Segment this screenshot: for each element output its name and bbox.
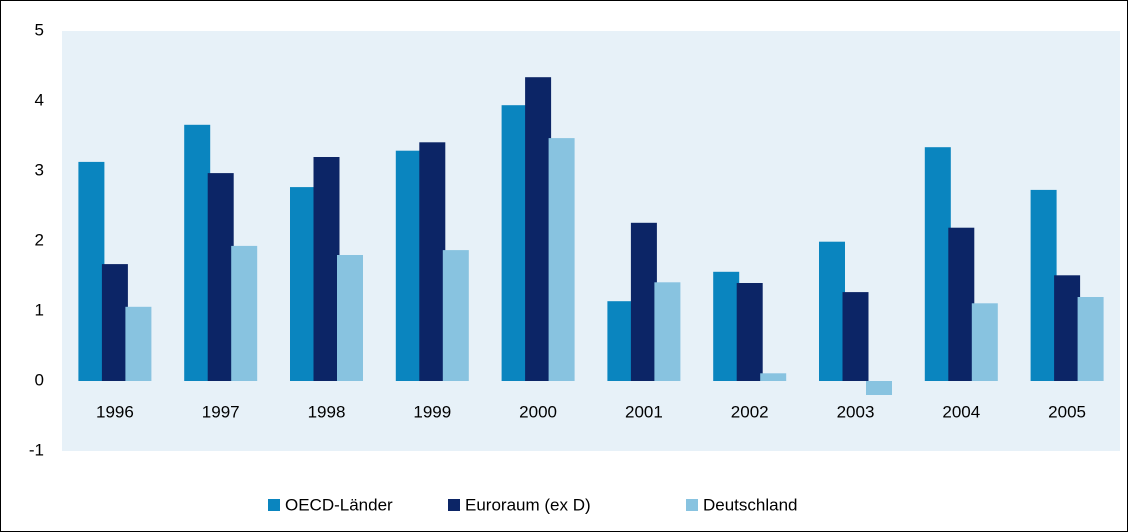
bar (736, 283, 763, 381)
y-tick-label: 4 (35, 90, 44, 109)
y-tick-label: 1 (35, 300, 44, 319)
bar (713, 271, 740, 381)
bar (971, 303, 998, 381)
x-tick-label: 2000 (519, 402, 557, 421)
legend-swatch (448, 499, 460, 511)
legend-label: Deutschland (703, 495, 798, 514)
y-tick-label: 3 (35, 160, 44, 179)
bar (184, 124, 211, 382)
bar (948, 227, 975, 381)
bar (819, 241, 845, 381)
x-tick-label: 1999 (413, 402, 451, 421)
bar (760, 373, 787, 381)
bar (313, 157, 340, 381)
bar (442, 250, 469, 381)
bar (630, 222, 657, 381)
y-tick-label: 0 (35, 370, 44, 389)
bar (290, 187, 316, 381)
bar (548, 138, 575, 381)
bar (1054, 275, 1081, 381)
x-tick-label: 2004 (942, 402, 980, 421)
bar (125, 306, 152, 381)
bar (1030, 189, 1057, 381)
legend-swatch (686, 499, 698, 511)
bar (395, 150, 422, 381)
legend-swatch (268, 499, 280, 511)
x-tick-label: 1996 (96, 402, 134, 421)
bar (501, 105, 528, 381)
x-tick-label: 1998 (308, 402, 346, 421)
bar (866, 381, 892, 395)
bar (419, 142, 446, 381)
y-tick-label: -1 (29, 440, 44, 459)
bar (207, 173, 234, 381)
y-tick-label: 5 (35, 20, 44, 39)
x-tick-label: 2001 (625, 402, 663, 421)
legend-label: Euroraum (ex D) (465, 495, 591, 514)
y-tick-label: 2 (35, 230, 44, 249)
bar (231, 245, 258, 381)
bar (1077, 297, 1104, 381)
bar (525, 77, 552, 381)
bar (654, 282, 681, 381)
x-tick-label: 2002 (731, 402, 769, 421)
bar (337, 255, 363, 381)
legend-label: OECD-Länder (285, 495, 393, 514)
bar (78, 161, 105, 381)
bar (924, 147, 951, 381)
x-tick-label: 2003 (837, 402, 875, 421)
bar (842, 292, 869, 381)
bar (607, 301, 634, 381)
bar (101, 264, 128, 381)
x-tick-label: 1997 (202, 402, 240, 421)
x-tick-label: 2005 (1048, 402, 1086, 421)
